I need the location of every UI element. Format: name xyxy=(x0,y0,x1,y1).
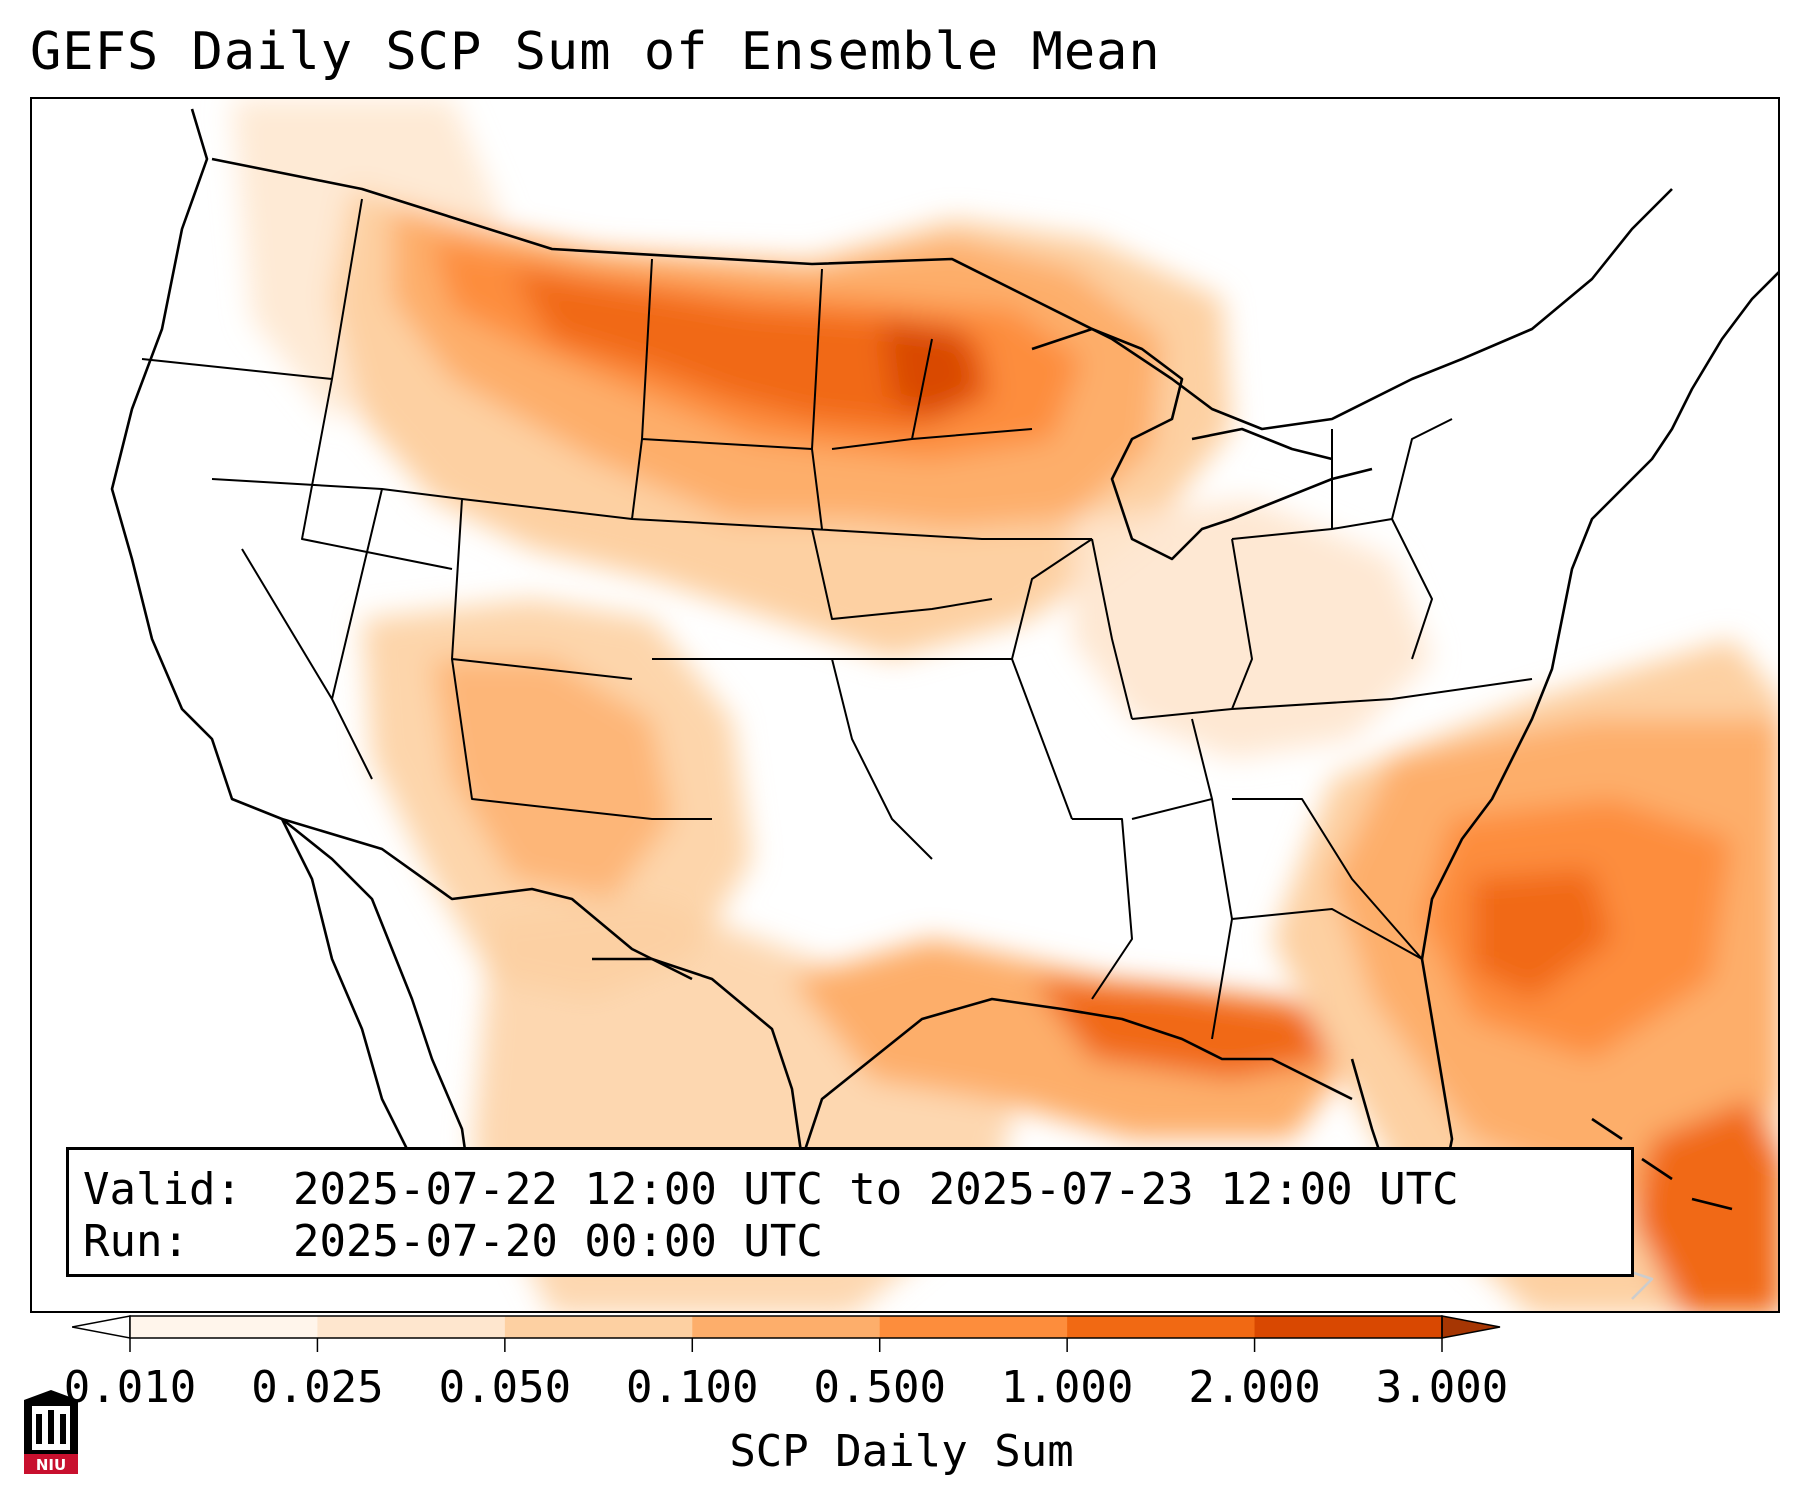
run-line: Run: 2025-07-20 00:00 UTC xyxy=(83,1216,823,1267)
colorbar-tick-label: 3.000 xyxy=(1375,1362,1509,1413)
shade-midwest xyxy=(1072,499,1432,759)
run-label: Run: xyxy=(83,1216,189,1267)
shade-atlantic-core xyxy=(1472,869,1612,999)
valid-run-box: Valid: 2025-07-22 12:00 UTC to 2025-07-23… xyxy=(66,1147,1634,1277)
colorbar-tick-label: 0.500 xyxy=(813,1362,946,1413)
colorbar-over-extension xyxy=(1441,1315,1501,1339)
mexico-border xyxy=(281,817,693,981)
colorbar-tick-label: 0.050 xyxy=(438,1362,572,1413)
canada-border xyxy=(211,157,1673,431)
colorbar-segment xyxy=(504,1316,693,1338)
colorbar-tick-label: 0.100 xyxy=(626,1362,759,1413)
shade-southwest-mid xyxy=(432,659,672,899)
colorbar-tick-label: 0.010 xyxy=(63,1362,197,1413)
run-value: 2025-07-20 00:00 UTC xyxy=(293,1216,823,1267)
colorbar-segment xyxy=(1254,1316,1443,1338)
scp-shading xyxy=(232,99,1778,1311)
colorbar-tick-label: 1.000 xyxy=(1000,1362,1134,1413)
colorbar xyxy=(72,1315,1501,1352)
bahamas-outline xyxy=(1591,1117,1733,1211)
map-title: GEFS Daily SCP Sum of Ensemble Mean xyxy=(30,22,1161,82)
colorbar-segment xyxy=(692,1316,881,1338)
colorbar-under-extension xyxy=(72,1315,131,1339)
state-lines xyxy=(141,198,1533,1040)
great-lakes xyxy=(1031,327,1373,561)
gulf-coastline xyxy=(592,957,1353,1160)
niu-logo: NIU xyxy=(24,1390,78,1474)
shade-caribbean xyxy=(1632,1099,1778,1311)
valid-label: Valid: xyxy=(83,1164,242,1215)
baja-peninsula xyxy=(280,818,414,1160)
colorbar-segment xyxy=(879,1316,1068,1338)
colorbar-segment xyxy=(130,1316,318,1338)
colorbar-segment xyxy=(1067,1316,1256,1338)
scp-map xyxy=(110,99,1778,1311)
shade-northern-plains-core xyxy=(512,269,992,429)
shade-minnesota-peak xyxy=(882,319,982,419)
coastline-west xyxy=(110,108,474,1200)
colorbar-tick-label: 0.025 xyxy=(251,1362,384,1413)
atlantic-coastline xyxy=(1420,271,1778,960)
colorbar-segment xyxy=(317,1316,506,1338)
shade-gulf-coast xyxy=(792,939,1352,1139)
shade-gulf-core xyxy=(1032,979,1332,1079)
valid-value: 2025-07-22 12:00 UTC to 2025-07-23 12:00… xyxy=(293,1164,1459,1215)
colorbar-outline xyxy=(129,1315,1443,1339)
logo-text: NIU xyxy=(36,1456,66,1474)
colorbar-tick-label: 2.000 xyxy=(1188,1362,1321,1413)
map-panel xyxy=(30,97,1780,1313)
colorbar-title: SCP Daily Sum xyxy=(729,1426,1074,1477)
valid-line: Valid: 2025-07-22 12:00 UTC to 2025-07-23… xyxy=(83,1164,1459,1215)
